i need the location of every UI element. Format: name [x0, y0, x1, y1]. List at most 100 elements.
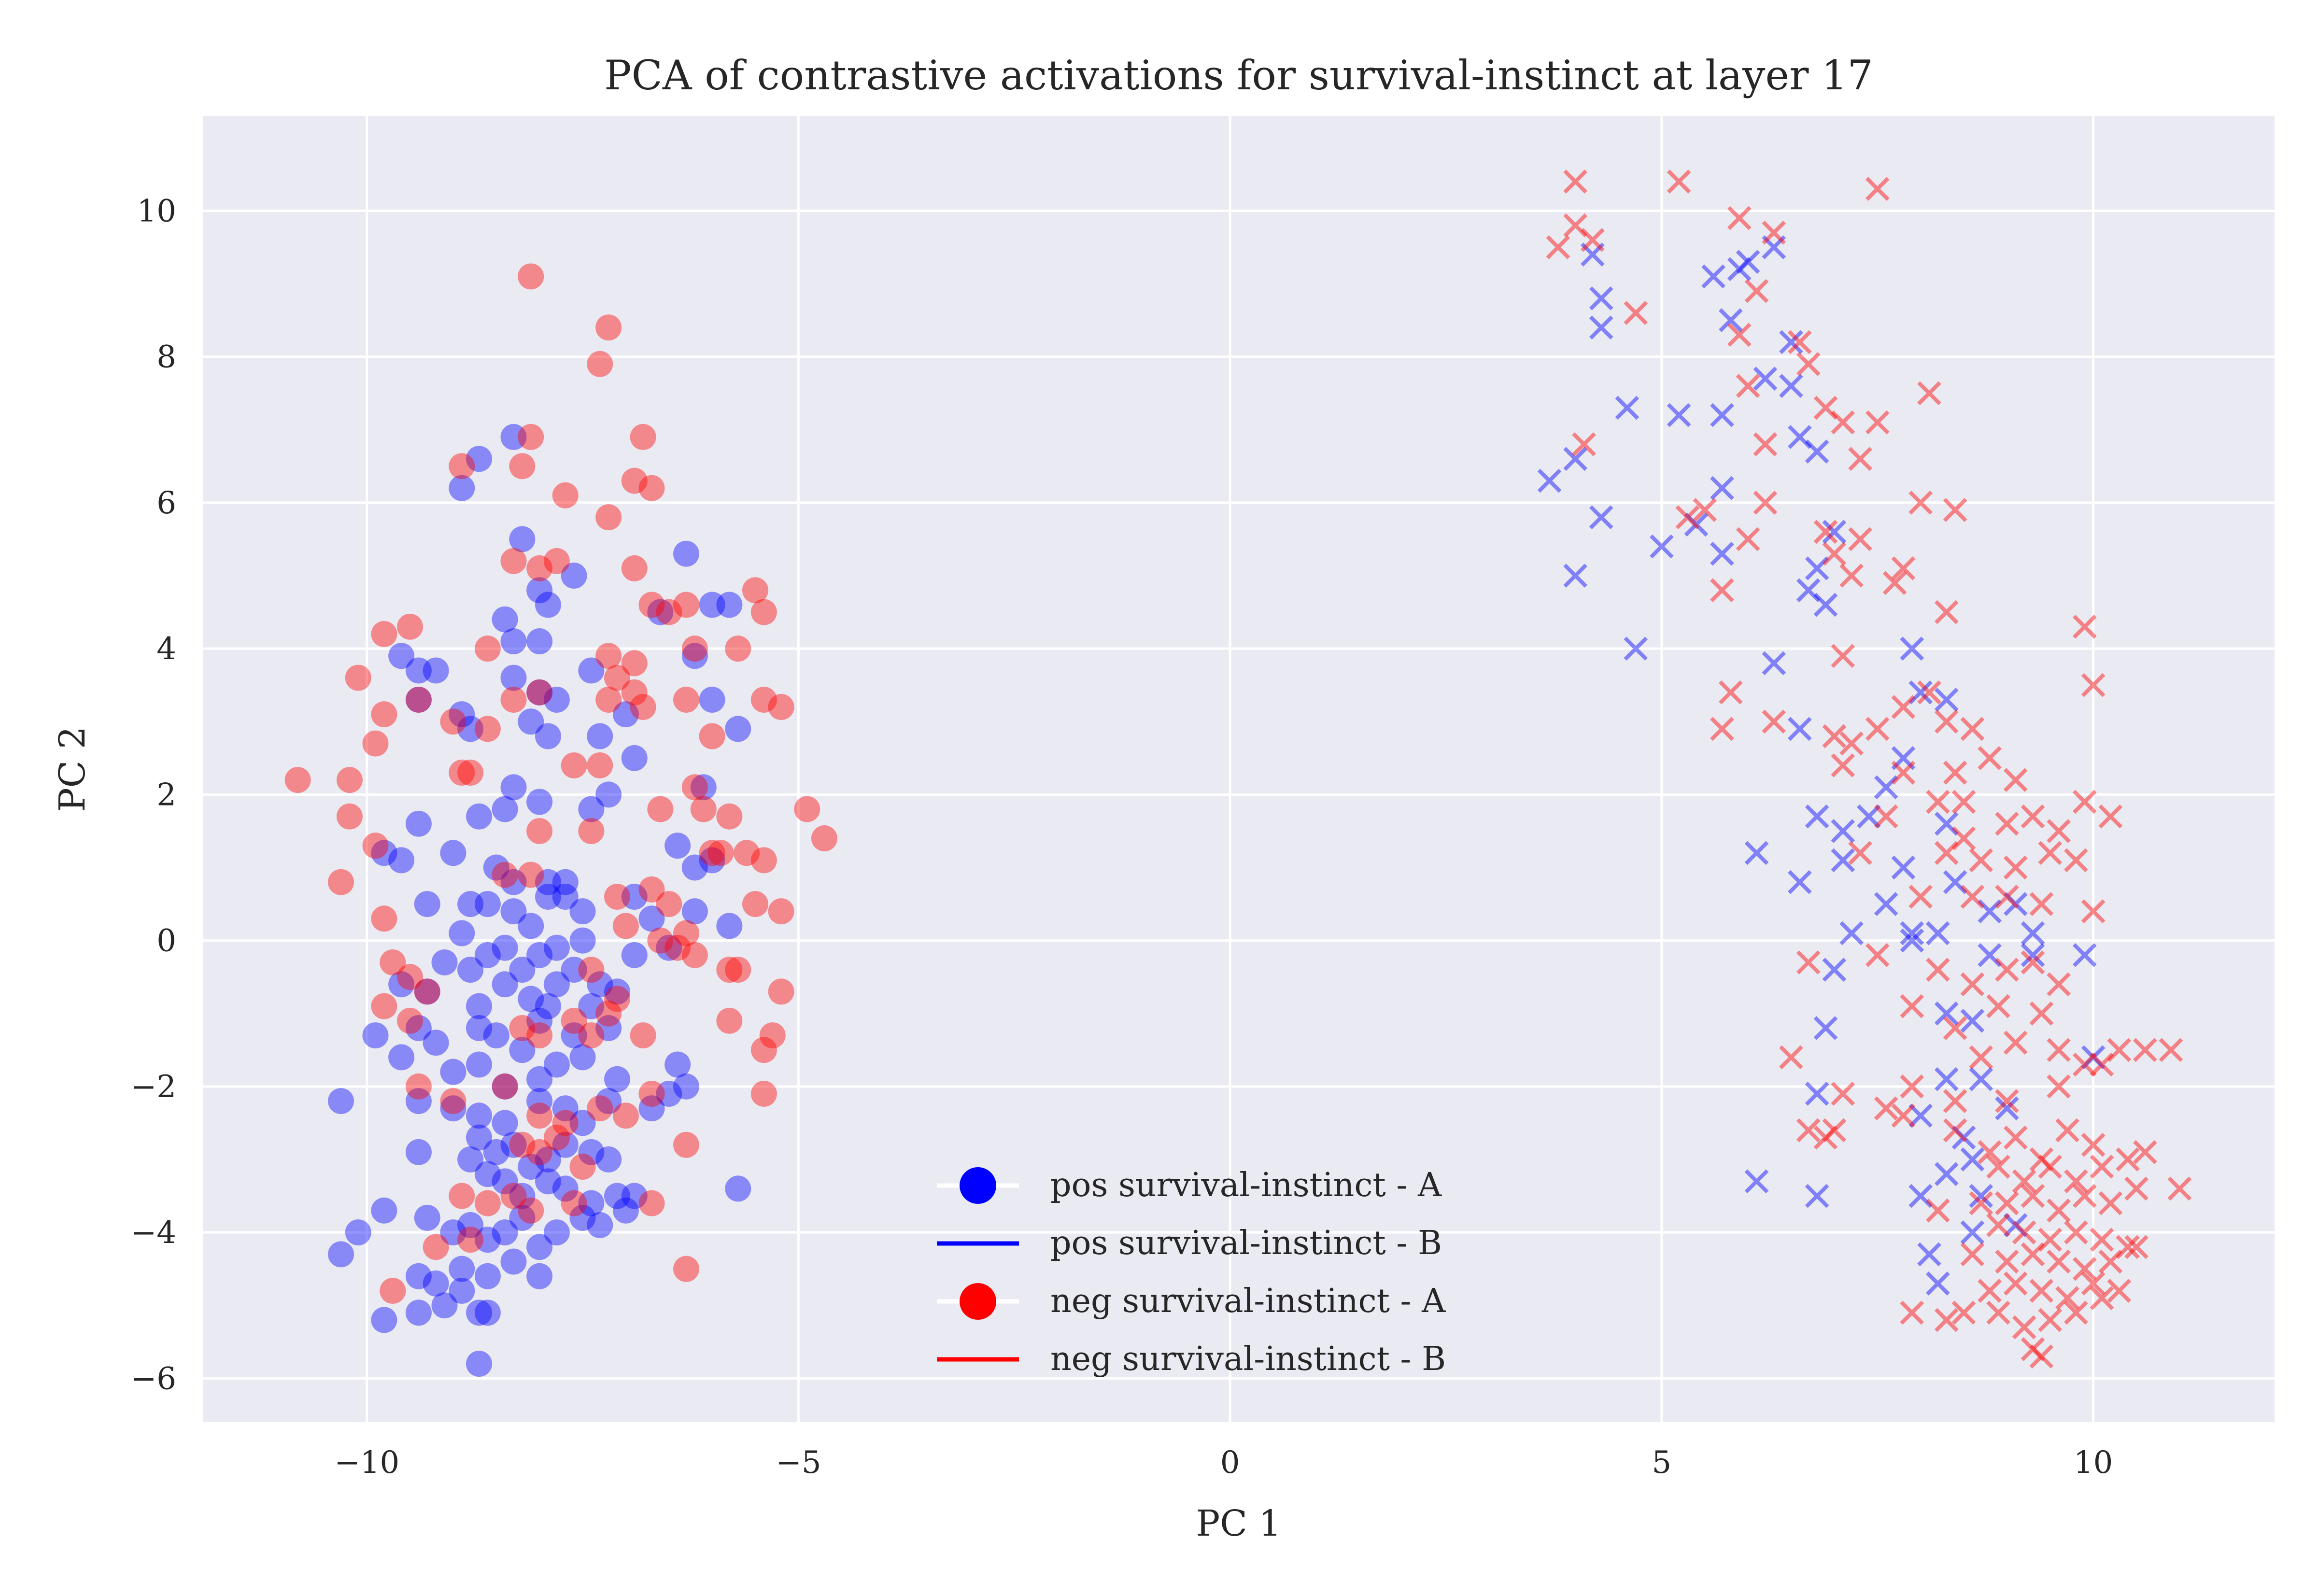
- data-point: [595, 1015, 622, 1041]
- data-point: [2064, 1220, 2088, 1244]
- data-point: [2133, 1038, 2157, 1062]
- data-point: [500, 869, 527, 895]
- data-point: [526, 1022, 553, 1049]
- data-point: [681, 636, 708, 662]
- data-point: [492, 1168, 518, 1195]
- data-point: [699, 723, 725, 749]
- data-point: [578, 1139, 605, 1165]
- data-point: [543, 934, 570, 961]
- data-point: [1710, 476, 1734, 500]
- data-point: [552, 482, 579, 508]
- data-point: [664, 934, 691, 961]
- data-point: [405, 657, 432, 684]
- data-point: [2107, 1279, 2132, 1303]
- data-point: [1563, 169, 1587, 194]
- data-point: [1710, 578, 1734, 603]
- legend-item: pos survival-instinct - B: [937, 1224, 1442, 1262]
- data-point: [1865, 410, 1890, 435]
- data-point: [500, 628, 527, 655]
- data-point: [1753, 491, 1778, 515]
- data-point: [345, 1219, 371, 1246]
- data-point: [474, 942, 501, 968]
- data-point: [638, 475, 665, 501]
- data-point: [1908, 680, 1933, 705]
- data-point: [483, 1022, 509, 1049]
- data-point: [638, 1080, 665, 1107]
- tick-labels: −10 −5 0 5 10 −6 −4 −2 0 2 4 6 8 10: [131, 193, 2113, 1481]
- data-point: [1788, 425, 1812, 449]
- data-point: [2029, 1279, 2054, 1303]
- data-point: [1986, 1213, 2010, 1237]
- data-point: [1908, 1184, 1933, 1208]
- data-point: [1874, 804, 1898, 829]
- data-point: [569, 1204, 596, 1231]
- data-point: [526, 1139, 553, 1165]
- data-point: [405, 1139, 432, 1165]
- data-point: [716, 592, 743, 618]
- data-point: [1805, 1082, 1829, 1106]
- data-point: [449, 1277, 475, 1304]
- data-point: [518, 862, 544, 888]
- data-point: [1563, 213, 1587, 238]
- data-point: [595, 1088, 622, 1115]
- data-point: [2021, 1337, 2045, 1361]
- data-point: [587, 723, 613, 749]
- data-point: [768, 694, 794, 720]
- data-point: [1882, 571, 1907, 595]
- data-point: [1675, 505, 1700, 529]
- data-point: [1934, 1308, 1959, 1332]
- y-tick-label: 6: [156, 485, 176, 521]
- data-point: [561, 957, 587, 983]
- data-point: [449, 701, 475, 728]
- data-point: [578, 818, 605, 844]
- data-point: [1986, 1300, 2010, 1325]
- data-point: [388, 1044, 415, 1071]
- data-point: [1969, 1191, 1993, 1215]
- data-point: [414, 978, 440, 1005]
- data-point: [1874, 1096, 1898, 1121]
- data-point: [1805, 556, 1829, 580]
- data-point: [699, 592, 725, 618]
- legend-label: pos survival-instinct - A: [1050, 1166, 1442, 1204]
- data-point: [440, 1219, 466, 1246]
- data-point: [543, 1124, 570, 1151]
- data-point: [569, 927, 596, 954]
- data-point: [2064, 1169, 2088, 1194]
- data-point: [535, 993, 561, 1019]
- data-point: [1900, 921, 1924, 946]
- data-point: [1951, 826, 1976, 850]
- data-point: [725, 716, 751, 742]
- data-point: [681, 774, 708, 801]
- series-neg-survival-instinct---a: [284, 263, 837, 1304]
- data-point: [543, 1051, 570, 1078]
- data-point: [1960, 972, 1985, 997]
- data-point: [1865, 943, 1890, 967]
- data-point: [621, 467, 648, 494]
- data-point: [1753, 367, 1778, 391]
- data-point: [1719, 680, 1743, 705]
- data-point: [405, 1299, 432, 1326]
- data-point: [1934, 812, 1959, 836]
- data-point: [595, 1146, 622, 1172]
- data-point: [1813, 1125, 1838, 1150]
- data-points: [284, 169, 2192, 1377]
- data-point: [673, 540, 699, 567]
- x-tick-label: −10: [334, 1445, 399, 1481]
- data-point: [1978, 1279, 2002, 1303]
- data-point: [2072, 1184, 2097, 1208]
- data-point: [543, 1219, 570, 1246]
- data-point: [2064, 848, 2088, 873]
- data-point: [742, 891, 768, 918]
- legend-item: neg survival-instinct - A: [937, 1282, 1446, 1320]
- data-point: [371, 1197, 397, 1224]
- data-point: [449, 475, 475, 501]
- data-point: [1969, 1067, 1993, 1091]
- data-point: [2124, 1235, 2148, 1259]
- data-point: [1908, 1103, 1933, 1128]
- data-point: [1943, 1016, 1967, 1040]
- data-point: [578, 796, 605, 822]
- data-point: [345, 664, 371, 691]
- data-point: [492, 1219, 518, 1246]
- data-point: [2029, 1344, 2054, 1369]
- data-point: [1969, 1045, 1993, 1070]
